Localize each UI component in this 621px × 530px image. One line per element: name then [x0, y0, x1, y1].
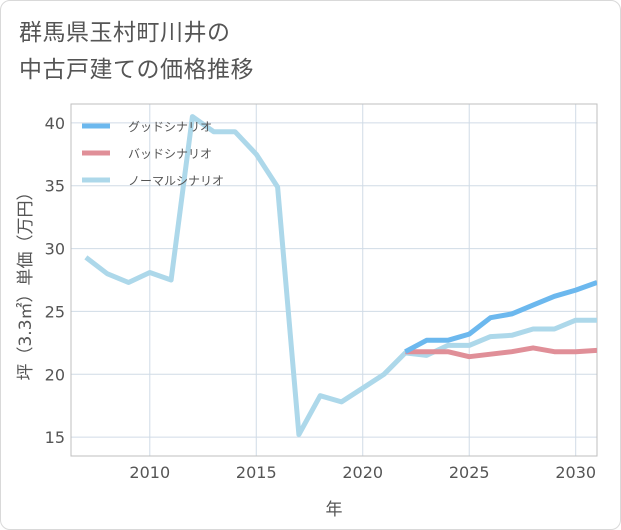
legend-item-bad[interactable]: バッドシナリオ — [82, 147, 212, 161]
x-tick-label: 2030 — [555, 463, 596, 482]
x-tick-label: 2025 — [449, 463, 490, 482]
legend-label: バッドシナリオ — [128, 147, 212, 161]
y-tick-label: 20 — [45, 365, 65, 384]
x-tick-label: 2010 — [129, 463, 170, 482]
y-axis-title: 坪（3.3㎡）単価（万円） — [16, 183, 36, 380]
plot-frame — [70, 103, 598, 457]
legend-item-good[interactable]: グッドシナリオ — [82, 120, 212, 134]
legend-label: ノーマルシナリオ — [128, 174, 224, 188]
x-tick-labels: 2010 2015 2020 2025 2030 — [129, 463, 596, 482]
x-tick-label: 2015 — [236, 463, 277, 482]
x-axis-title: 年 — [326, 500, 343, 520]
legend-label: グッドシナリオ — [128, 120, 212, 134]
series-line-normal — [84, 114, 597, 438]
y-tick-labels: 15 20 25 30 35 40 — [45, 114, 65, 447]
grid-lines — [71, 104, 597, 456]
chart-title-line-2: 中古戸建ての価格推移 — [19, 57, 254, 83]
chart-title-line-1: 群馬県玉村町川井の — [19, 20, 231, 46]
chart-title: 群馬県玉村町川井の 中古戸建ての価格推移 — [19, 15, 254, 89]
series-line-bad — [405, 345, 597, 360]
y-tick-label: 35 — [45, 177, 65, 196]
y-tick-label: 25 — [45, 302, 65, 321]
y-tick-label: 40 — [45, 114, 65, 133]
legend-item-normal[interactable]: ノーマルシナリオ — [82, 174, 224, 188]
series-lines — [84, 114, 597, 438]
y-tick-label: 30 — [45, 240, 65, 259]
y-tick-label: 15 — [45, 428, 65, 447]
series-line-good — [404, 280, 597, 354]
x-tick-label: 2020 — [342, 463, 383, 482]
